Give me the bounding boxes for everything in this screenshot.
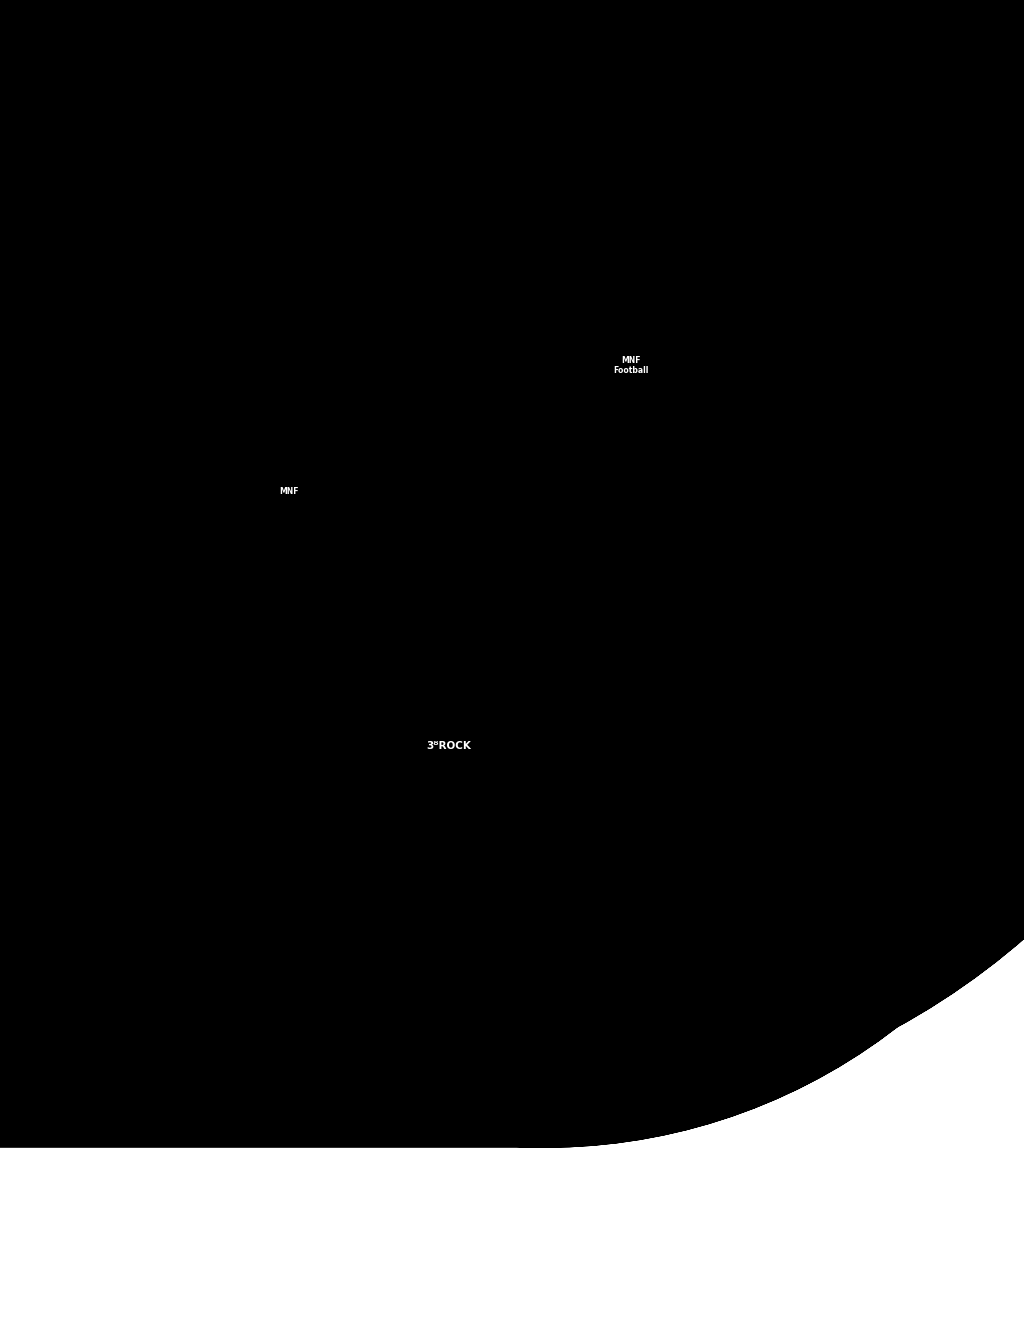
Text: 1202a: 1202a	[459, 294, 499, 347]
Text: FIG. 12: FIG. 12	[483, 1090, 566, 1113]
Text: 1200a: 1200a	[639, 861, 679, 874]
Text: 3ᴽROCK: 3ᴽROCK	[427, 741, 472, 751]
Bar	[246, 780, 332, 850]
Text: 200a: 200a	[615, 747, 647, 760]
Bar	[430, 536, 543, 612]
Bar	[632, 659, 697, 705]
Text: 3ᴽROCK: 3ᴽROCK	[608, 657, 653, 667]
Bar	[246, 566, 332, 636]
Text: 3$^{rd}$ Rock from the
Sun: 3$^{rd}$ Rock from the Sun	[519, 730, 631, 760]
Text: 208: 208	[564, 589, 588, 638]
Bar	[237, 771, 341, 859]
Text: 204: 204	[412, 589, 435, 638]
Text: 2: 2	[423, 676, 431, 689]
Text: MNF: MNF	[280, 487, 299, 496]
Text: 200e: 200e	[535, 230, 610, 276]
Text: 200c: 200c	[535, 404, 610, 445]
Bar	[573, 482, 688, 595]
Bar	[562, 447, 700, 733]
Ellipse shape	[594, 337, 669, 395]
Text: 206: 206	[479, 589, 504, 638]
Text: May 14, 2009  Sheet 12 of 16: May 14, 2009 Sheet 12 of 16	[415, 178, 631, 191]
Bar	[430, 350, 543, 426]
Text: MNF
Football: MNF Football	[613, 356, 648, 375]
Text: 202a: 202a	[415, 861, 446, 874]
Text: 7:00PM
EST: 7:00PM EST	[557, 668, 603, 696]
Text: 300c: 300c	[703, 215, 781, 268]
Bar	[388, 640, 806, 843]
Text: 212: 212	[649, 723, 732, 747]
Text: 210: 210	[649, 589, 673, 638]
Text: CNNfn: CNNfn	[272, 810, 305, 820]
Bar	[404, 717, 494, 775]
Bar	[573, 309, 688, 422]
Text: 00:30: 00:30	[646, 676, 683, 689]
Bar	[583, 614, 679, 710]
Text: 300d: 300d	[703, 392, 782, 441]
Text: M*A*S*H: M*A*S*H	[265, 597, 312, 606]
Text: 300a: 300a	[285, 252, 367, 315]
Bar	[246, 343, 332, 413]
Bar	[246, 673, 332, 743]
Bar	[583, 491, 679, 586]
Text: 200f: 200f	[345, 808, 412, 821]
Text: US 2009/0125843 A1: US 2009/0125843 A1	[640, 178, 796, 191]
Bar	[573, 605, 688, 719]
Text: 200e: 200e	[345, 484, 416, 498]
Bar	[404, 659, 450, 705]
Bar	[237, 557, 341, 645]
Bar	[225, 318, 356, 875]
Text: Filter
(sports): Filter (sports)	[460, 372, 513, 403]
Text: sitcom: sitcom	[550, 796, 592, 809]
Text: 200c: 200c	[345, 595, 415, 609]
Text: KCBS: KCBS	[479, 676, 512, 689]
Bar	[237, 334, 341, 422]
Text: M*A*S*H: M*A*S*H	[607, 533, 655, 544]
Bar	[237, 447, 341, 536]
Bar	[541, 659, 618, 705]
Bar	[465, 659, 525, 705]
Bar	[237, 664, 341, 752]
Text: Patent Application Publication: Patent Application Publication	[183, 178, 411, 191]
Text: 200a: 200a	[345, 701, 416, 714]
Bar	[562, 277, 700, 462]
Bar	[246, 457, 332, 527]
Ellipse shape	[259, 474, 318, 510]
Bar	[503, 717, 646, 775]
Text: 200a: 200a	[809, 689, 896, 711]
Bar	[511, 784, 631, 821]
Text: 1202b: 1202b	[467, 480, 506, 533]
Text: 3ᴽROCK: 3ᴽROCK	[267, 702, 310, 713]
Text: 200d: 200d	[345, 372, 416, 384]
Text: Filter
(sitcoms): Filter (sitcoms)	[455, 560, 518, 589]
